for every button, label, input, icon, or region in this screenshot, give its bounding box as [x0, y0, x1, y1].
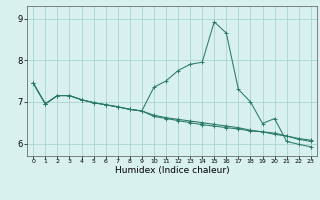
X-axis label: Humidex (Indice chaleur): Humidex (Indice chaleur) — [115, 166, 229, 175]
